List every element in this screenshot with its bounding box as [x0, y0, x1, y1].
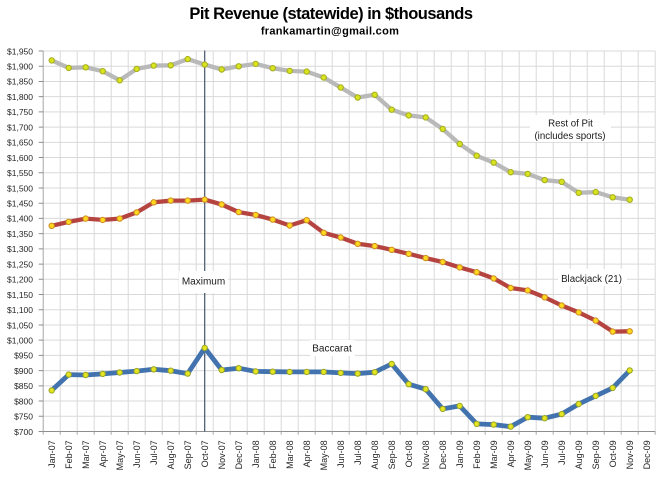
svg-text:Oct-09: Oct-09 — [608, 440, 618, 467]
svg-text:Maximum: Maximum — [182, 277, 225, 288]
svg-text:May-08: May-08 — [319, 440, 329, 470]
svg-text:Oct-07: Oct-07 — [200, 440, 210, 467]
svg-text:$1,550: $1,550 — [7, 168, 33, 178]
svg-text:$1,850: $1,850 — [7, 77, 33, 87]
svg-text:$1,600: $1,600 — [7, 153, 33, 163]
svg-text:$1,500: $1,500 — [7, 183, 33, 193]
svg-text:$1,900: $1,900 — [7, 62, 33, 72]
svg-text:$750: $750 — [14, 412, 33, 422]
svg-text:$1,400: $1,400 — [7, 214, 33, 224]
svg-text:Pit Revenue (statewide) in $th: Pit Revenue (statewide) in $thousands — [189, 5, 472, 23]
svg-text:$1,200: $1,200 — [7, 275, 33, 285]
svg-text:Jul-08: Jul-08 — [353, 440, 363, 465]
svg-text:$700: $700 — [14, 427, 33, 437]
svg-text:$1,750: $1,750 — [7, 107, 33, 117]
svg-text:$850: $850 — [14, 381, 33, 391]
svg-text:$1,050: $1,050 — [7, 320, 33, 330]
svg-text:$1,950: $1,950 — [7, 46, 33, 56]
svg-text:Aug-09: Aug-09 — [574, 440, 584, 469]
svg-text:Nov-07: Nov-07 — [217, 440, 227, 469]
svg-text:$1,650: $1,650 — [7, 138, 33, 148]
svg-text:Aug-07: Aug-07 — [166, 440, 176, 469]
svg-text:Apr-09: Apr-09 — [506, 440, 516, 467]
svg-text:$800: $800 — [14, 396, 33, 406]
svg-text:Feb-09: Feb-09 — [472, 440, 482, 469]
svg-text:Blackjack (21): Blackjack (21) — [561, 274, 622, 285]
svg-text:Apr-07: Apr-07 — [98, 440, 108, 467]
svg-text:$900: $900 — [14, 366, 33, 376]
svg-text:Mar-09: Mar-09 — [489, 440, 499, 469]
svg-text:$1,450: $1,450 — [7, 199, 33, 209]
svg-text:Jul-09: Jul-09 — [557, 440, 567, 465]
svg-text:Mar-08: Mar-08 — [285, 440, 295, 469]
svg-text:Apr-08: Apr-08 — [302, 440, 312, 467]
svg-text:$1,350: $1,350 — [7, 229, 33, 239]
svg-text:Baccarat: Baccarat — [312, 344, 352, 355]
svg-text:Jun-08: Jun-08 — [336, 440, 346, 468]
svg-text:May-07: May-07 — [115, 440, 125, 470]
svg-text:$1,800: $1,800 — [7, 92, 33, 102]
svg-text:$950: $950 — [14, 351, 33, 361]
svg-text:Nov-09: Nov-09 — [625, 440, 635, 469]
svg-text:(includes sports): (includes sports) — [534, 131, 605, 142]
svg-text:$1,150: $1,150 — [7, 290, 33, 300]
svg-text:Nov-08: Nov-08 — [421, 440, 431, 469]
svg-text:Sep-07: Sep-07 — [183, 440, 193, 469]
svg-text:Jan-08: Jan-08 — [251, 440, 261, 468]
svg-text:$1,300: $1,300 — [7, 244, 33, 254]
svg-text:$1,100: $1,100 — [7, 305, 33, 315]
svg-text:Oct-08: Oct-08 — [404, 440, 414, 467]
svg-text:Jan-09: Jan-09 — [455, 440, 465, 468]
svg-text:Jun-07: Jun-07 — [132, 440, 142, 468]
svg-text:Feb-08: Feb-08 — [268, 440, 278, 469]
svg-text:Sep-09: Sep-09 — [591, 440, 601, 469]
svg-text:Jun-09: Jun-09 — [540, 440, 550, 468]
svg-text:$1,000: $1,000 — [7, 335, 33, 345]
svg-text:Jan-07: Jan-07 — [47, 440, 57, 468]
svg-text:$1,700: $1,700 — [7, 122, 33, 132]
svg-text:Dec-08: Dec-08 — [438, 440, 448, 469]
svg-text:Dec-07: Dec-07 — [234, 440, 244, 469]
svg-text:frankamartin@gmail.com: frankamartin@gmail.com — [261, 26, 399, 38]
svg-text:Rest of Pit: Rest of Pit — [548, 118, 593, 129]
svg-text:Feb-07: Feb-07 — [64, 440, 74, 469]
svg-text:Jul-07: Jul-07 — [149, 440, 159, 465]
svg-text:$1,250: $1,250 — [7, 259, 33, 269]
svg-text:Dec-09: Dec-09 — [642, 440, 652, 469]
svg-text:Sep-08: Sep-08 — [387, 440, 397, 469]
svg-text:Mar-07: Mar-07 — [81, 440, 91, 469]
svg-text:Aug-08: Aug-08 — [370, 440, 380, 469]
svg-text:May-09: May-09 — [523, 440, 533, 470]
